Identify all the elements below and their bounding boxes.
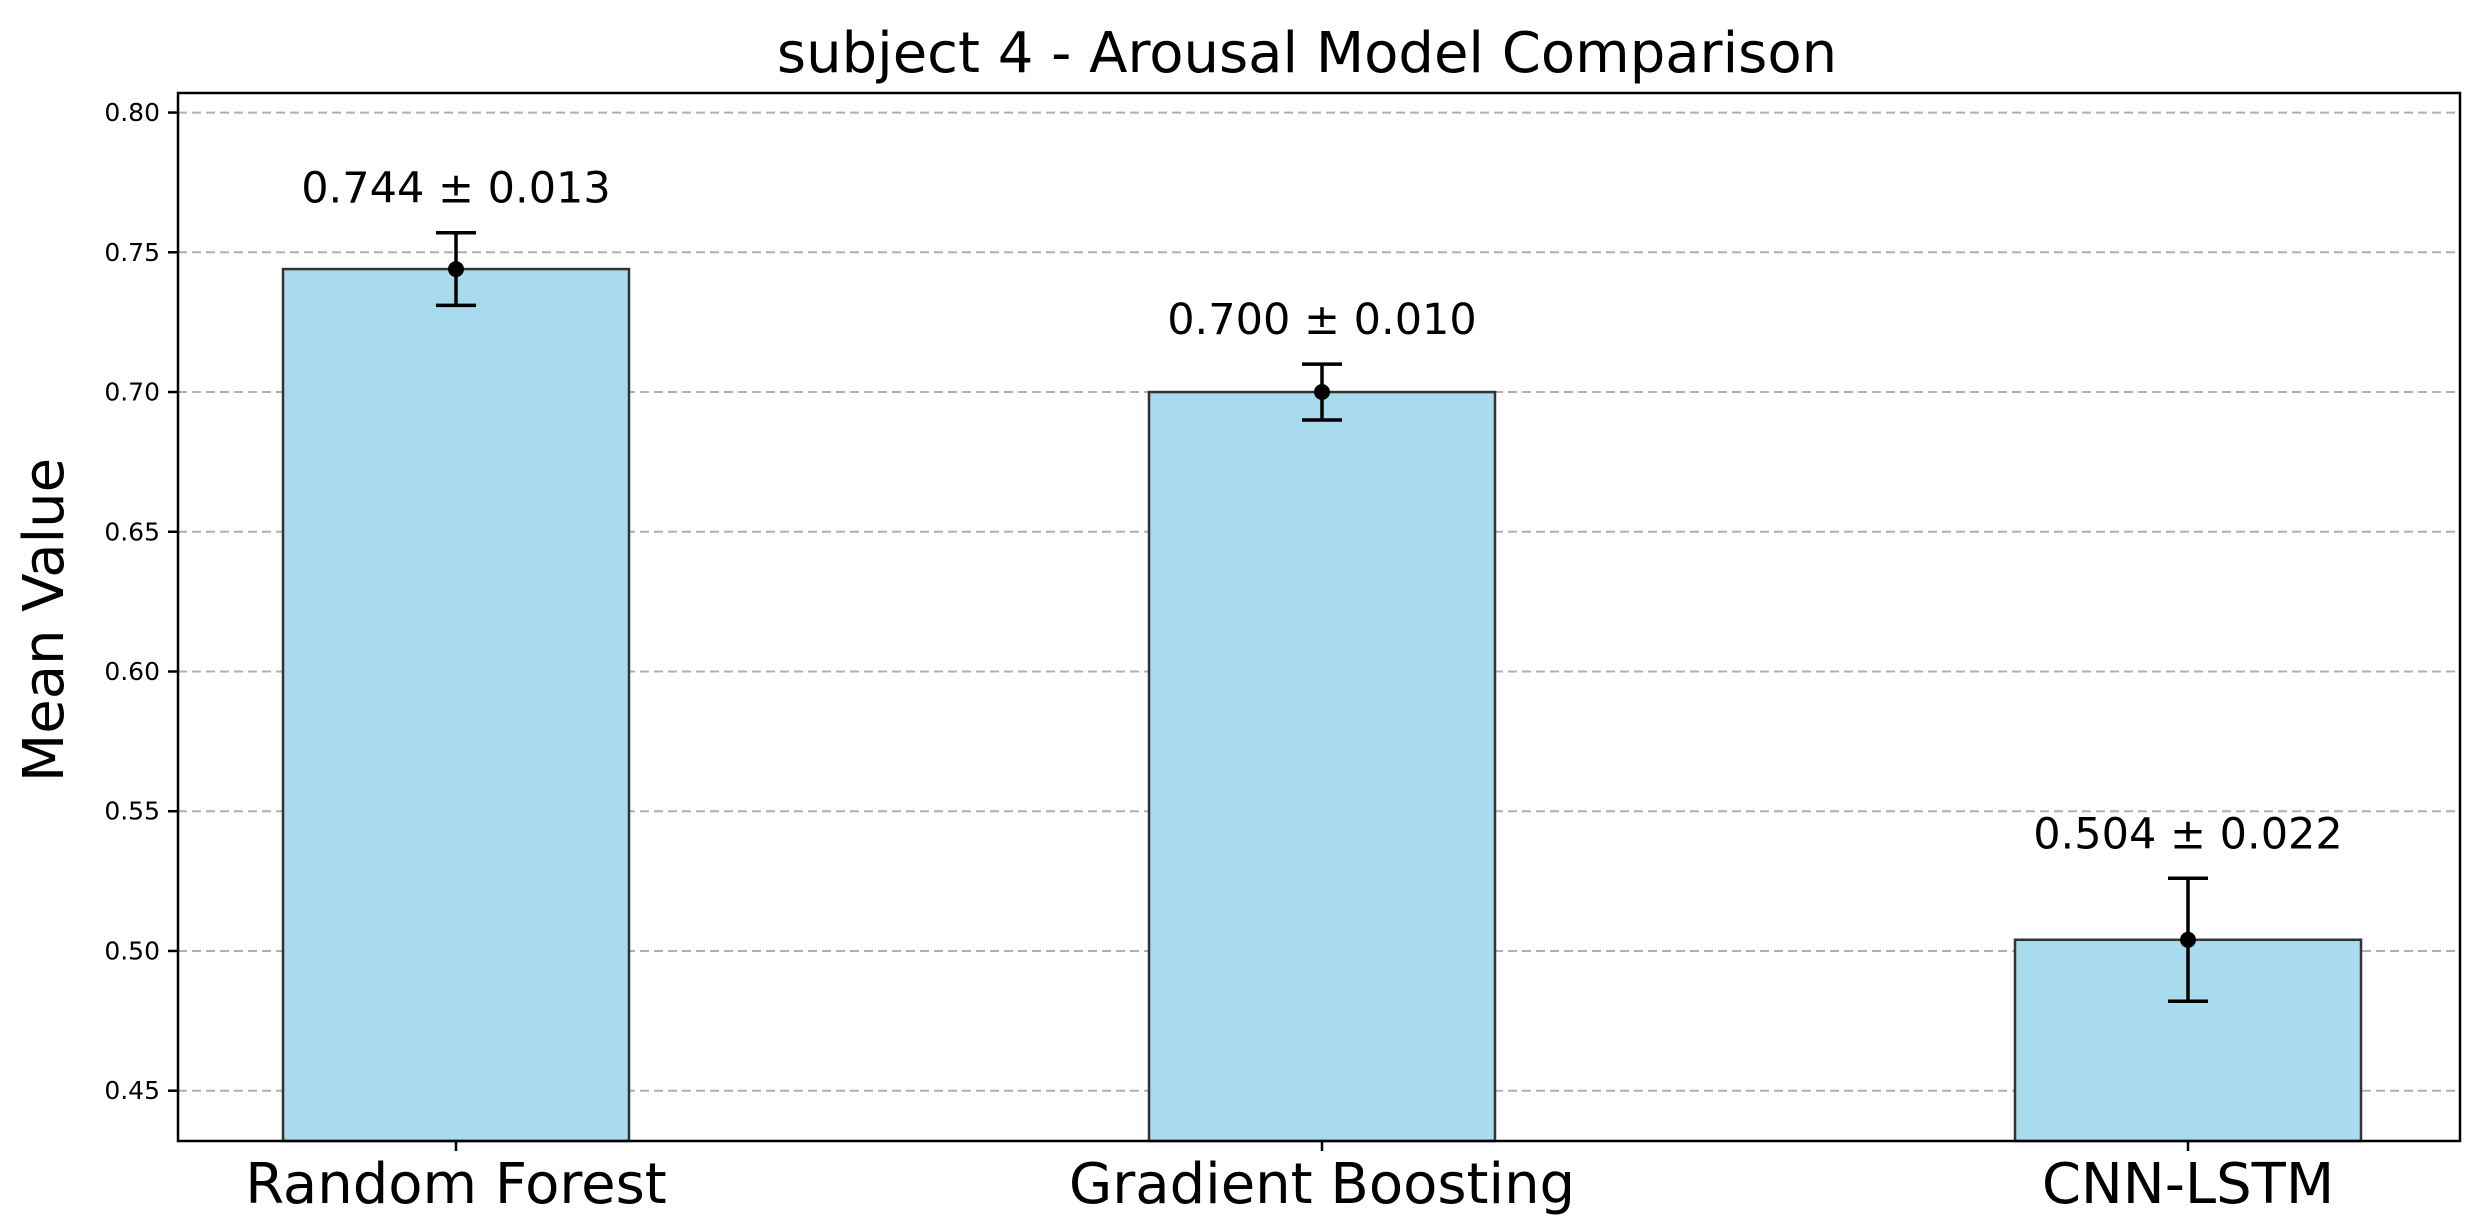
y-axis-ticks: 0.45 0.50 0.55 0.60 0.65 0.70 0.75 0.80 — [104, 98, 178, 1105]
value-label: 0.700 ± 0.010 — [1167, 295, 1477, 345]
bar — [1147, 390, 1497, 1143]
mean-point — [448, 261, 464, 278]
bar — [281, 267, 631, 1143]
x-tick-label: Random Forest — [245, 1152, 667, 1217]
plot-area-frame — [176, 91, 2462, 1143]
value-label: 0.744 ± 0.013 — [301, 164, 611, 214]
y-tick-label: 0.70 — [104, 378, 160, 407]
value-labels: 0.744 ± 0.013 0.700 ± 0.010 0.504 ± 0.022 — [301, 164, 2343, 860]
value-label: 0.504 ± 0.022 — [2033, 809, 2343, 859]
y-tick-label: 0.65 — [104, 517, 160, 546]
x-tick-label: CNN-LSTM — [2042, 1152, 2334, 1217]
x-tick-label: Gradient Boosting — [1069, 1152, 1575, 1217]
mean-point — [2180, 931, 2196, 948]
y-axis-label: Mean Value — [12, 458, 77, 782]
mean-point — [1314, 384, 1330, 401]
y-tick-label: 0.60 — [104, 657, 160, 686]
error-bars — [436, 230, 2208, 1004]
y-tick-label: 0.55 — [104, 797, 160, 826]
y-tick-label: 0.50 — [104, 936, 160, 965]
x-axis-ticks: Random Forest Gradient Boosting CNN-LSTM — [245, 1141, 2334, 1217]
y-tick-label: 0.45 — [104, 1076, 160, 1105]
y-tick-label: 0.80 — [104, 98, 160, 127]
y-tick-label: 0.75 — [104, 238, 160, 267]
chart-title: subject 4 - Arousal Model Comparison — [777, 21, 1837, 86]
bars — [281, 267, 2363, 1143]
